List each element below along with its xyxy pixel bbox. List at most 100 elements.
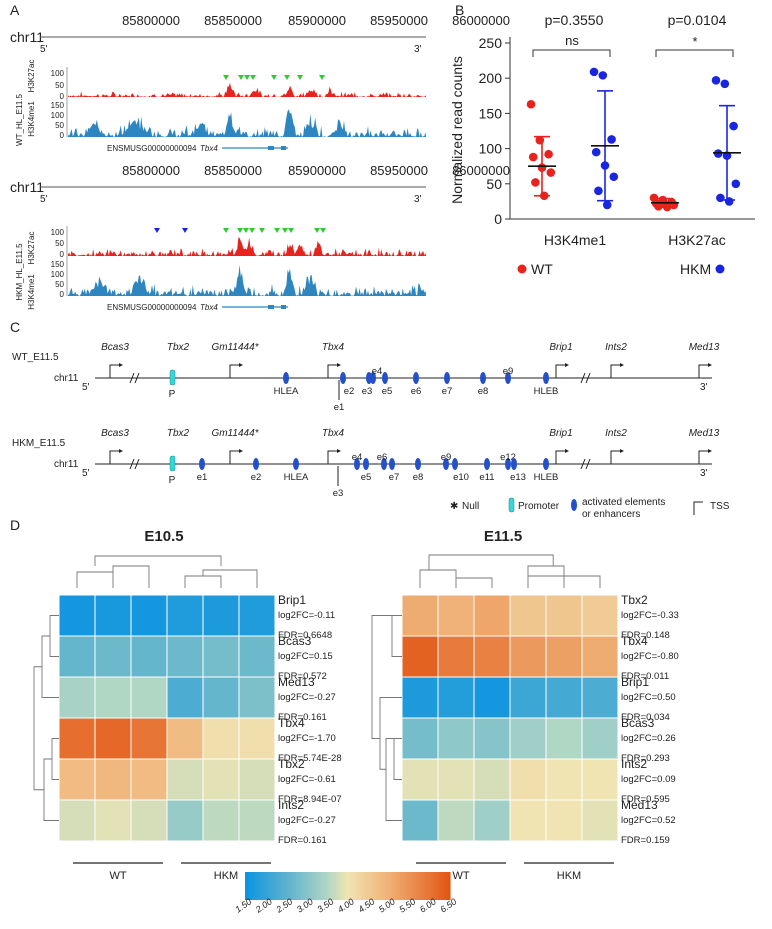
colorbar-segment <box>412 872 415 900</box>
heatmap-cell <box>130 635 168 678</box>
category-label: H3K4me1 <box>544 232 606 248</box>
y-tick-label: 100 <box>479 141 503 157</box>
colorbar-segment <box>381 872 384 900</box>
fdr-label: FDR=8.94E-07 <box>278 794 342 805</box>
axis-break <box>134 458 140 470</box>
gene-name: Tbx4 <box>200 144 218 153</box>
colorbar-segment <box>376 872 379 900</box>
coord-label: 85850000 <box>204 163 262 178</box>
colorbar-segment <box>417 872 420 900</box>
enhancer-marker <box>484 458 490 470</box>
colorbar-segment <box>321 872 325 900</box>
element-label: e9 <box>503 366 514 377</box>
data-point <box>546 168 556 177</box>
dendrogram-branch <box>379 697 402 770</box>
heatmap-cell <box>401 594 439 637</box>
element-label: e11 <box>479 472 494 483</box>
sample-label: HKM_HL_E11.5 <box>15 243 24 301</box>
log2fc-label: log2FC=-0.27 <box>278 692 336 703</box>
heatmap-cell <box>166 676 204 719</box>
dendrogram-branch <box>527 565 565 588</box>
enhancer-marker <box>253 458 259 470</box>
colorbar-segment <box>260 872 263 900</box>
legend-activated: activated elements <box>582 497 665 508</box>
colorbar-segment <box>407 872 410 900</box>
colorbar-segment <box>379 872 383 900</box>
colorbar-segment <box>436 872 439 900</box>
fdr-label: FDR=0.572 <box>278 671 327 682</box>
colorbar-segment <box>327 872 330 900</box>
significance-label: ns <box>565 33 579 48</box>
colorbar-segment <box>400 872 403 900</box>
log2fc-label: log2FC=0.50 <box>621 692 676 703</box>
heatmap-cell <box>166 594 204 637</box>
colorbar-segment <box>318 872 321 900</box>
coord-label: 85900000 <box>288 163 346 178</box>
colorbar-segment <box>306 872 309 900</box>
bracket <box>655 49 734 57</box>
colorbar-segment <box>258 872 261 900</box>
element-label: HLEA <box>274 386 299 397</box>
y-tick-label: 250 <box>479 35 503 51</box>
group-label: WT <box>452 870 469 882</box>
colorbar-segment <box>303 872 306 900</box>
colorbar-segment <box>291 872 294 900</box>
element-label: e3 <box>333 488 344 499</box>
colorbar-segment <box>347 872 350 900</box>
heatmap-cell <box>202 717 240 760</box>
peak-marker <box>314 228 320 233</box>
heatmap-cell <box>401 717 439 760</box>
data-point <box>731 179 741 189</box>
tss-marker <box>698 364 708 378</box>
heatmap-cell <box>130 594 168 637</box>
heatmap-cell <box>166 758 204 801</box>
axis-tick: 0 <box>60 92 65 101</box>
colorbar-segment <box>405 872 408 900</box>
chrom-label: chr11 <box>10 29 44 45</box>
legend-marker-wt <box>517 264 527 274</box>
element-label: e6 <box>377 452 388 463</box>
dendrogram-branch <box>428 554 554 570</box>
colorbar-segment <box>301 872 304 900</box>
heatmap-cell <box>473 635 511 678</box>
enhancer-marker <box>293 458 299 470</box>
red-track-label: H3K27ac <box>27 60 36 93</box>
tss-arrowhead <box>708 363 712 367</box>
tss-marker <box>229 450 239 464</box>
fdr-label: FDR=5.74E-28 <box>278 753 342 764</box>
heatmap-cell <box>401 758 439 801</box>
dendrogram-branch <box>43 758 59 821</box>
gene-id: ENSMUSG00000000094 <box>107 303 197 312</box>
heatmap-cell <box>437 758 475 801</box>
colorbar-segment <box>439 872 443 900</box>
colorbar-segment <box>402 872 405 900</box>
colorbar-segment <box>340 872 343 900</box>
data-point <box>711 76 721 85</box>
dendrogram-branch <box>202 569 258 588</box>
colorbar-segment <box>313 872 316 900</box>
three-prime: 3' <box>700 382 708 393</box>
heatmap-cell <box>58 758 96 801</box>
five-prime: 5' <box>82 468 90 479</box>
data-point <box>598 71 608 80</box>
legend-tss: TSS <box>710 501 730 512</box>
gene-label: Tbx4 <box>278 716 305 730</box>
heatmap-title: E10.5 <box>144 528 183 545</box>
enhancer-marker <box>511 458 517 470</box>
heatmap-cell <box>509 594 547 637</box>
colorbar-segment <box>263 872 267 900</box>
tss-marker <box>555 364 565 378</box>
h3k27ac-signal-track <box>68 237 426 256</box>
colorbar-segment <box>316 872 320 900</box>
dendrogram-branch <box>385 738 402 821</box>
peak-marker <box>297 75 303 80</box>
peak-marker <box>274 228 280 233</box>
colorbar-segment <box>441 872 444 900</box>
axis-break <box>134 372 140 384</box>
promoter-label: P <box>169 389 176 400</box>
enhancer-marker <box>505 372 511 384</box>
gene-label: Med13 <box>689 342 720 353</box>
tss-marker <box>610 450 620 464</box>
coord-label: 85800000 <box>122 163 180 178</box>
